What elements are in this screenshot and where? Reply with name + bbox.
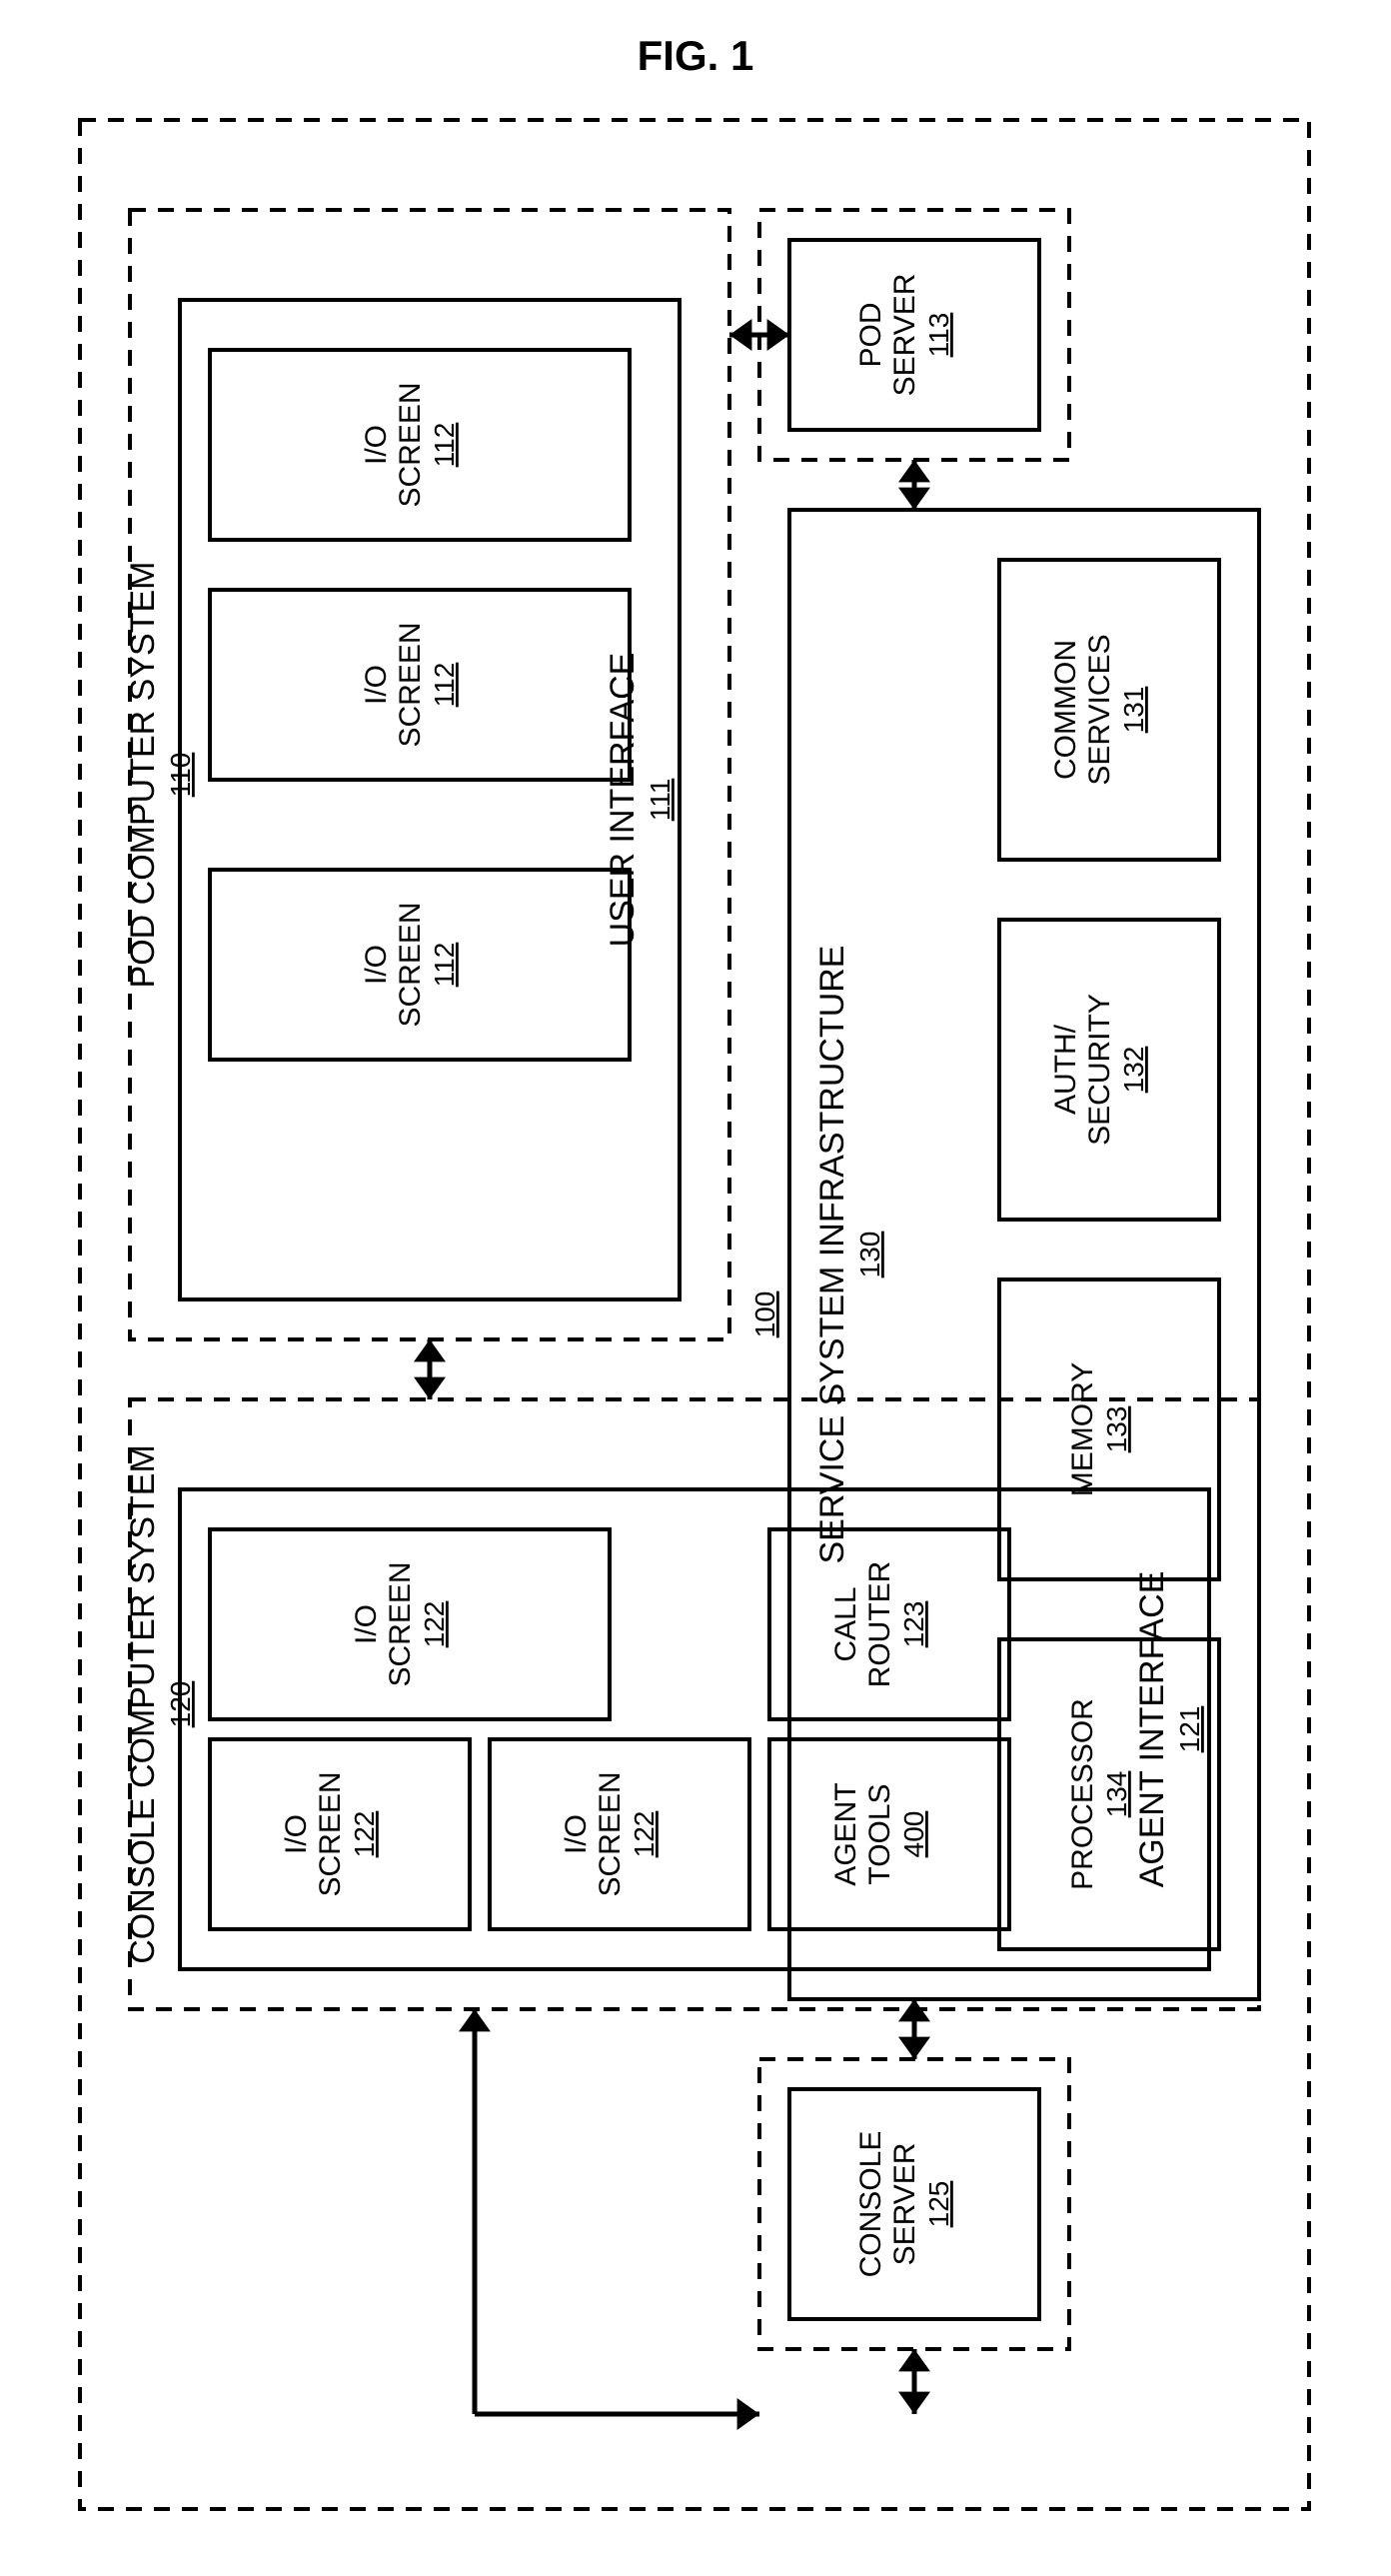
pod-io-screen-0-num: 112 [429,423,460,468]
agent-tools-label: AGENT [829,1782,862,1885]
infra-component-2-num: 133 [1101,1406,1132,1453]
system-100 [80,120,1309,2509]
infra-component-1-label: AUTH/ [1049,1024,1082,1115]
pod-io-screen-2-label: I/O [360,945,393,985]
arrow-head-icon [459,2009,491,2031]
call-router-num: 123 [898,1601,929,1648]
console-system-title: CONSOLE COMPUTER SYSTEM [124,1444,162,1964]
agent-interface-title: AGENT INTERFACE [1133,1571,1171,1888]
arrow-head-icon [898,488,930,510]
console-server-num: 125 [923,2181,954,2228]
console-server-label: SERVER [888,2143,921,2266]
console-io-screen-2-num: 122 [629,1811,660,1858]
console-io-screen-0-label: I/O [350,1604,383,1644]
infra-component-1-label: SECURITY [1083,994,1116,1146]
pod-system-title: POD COMPUTER SYSTEM [124,562,162,989]
arrow-head-icon [737,2398,759,2430]
user-interface-num: 111 [645,779,676,822]
arrow-head-icon [898,2392,930,2414]
pod-io-screen-2-label: SCREEN [394,902,427,1027]
arrow-head-icon [414,1377,446,1399]
call-router-label: ROUTER [863,1561,896,1688]
infra-component-0-num: 131 [1118,687,1149,734]
console-io-screen-0-num: 122 [419,1601,450,1648]
infra-component-1-num: 132 [1118,1047,1149,1094]
pod-io-screen-1-num: 112 [429,663,460,708]
console-server-label: CONSOLE [854,2131,887,2278]
service-infra-num: 130 [854,1232,885,1279]
infra-component-3-num: 134 [1101,1771,1132,1818]
console-io-screen-2-label: I/O [560,1814,593,1854]
pod-server-label: POD [854,302,887,367]
pod-io-screen-0-label: SCREEN [394,382,427,507]
pod-io-screen-1-label: SCREEN [394,622,427,747]
arrow-head-icon [898,460,930,482]
arrow-head-icon [898,2349,930,2371]
pod-server-label: SERVER [888,274,921,397]
pod-io-screen-1-label: I/O [360,665,393,705]
infra-component-0-label: COMMON [1049,640,1082,780]
console-io-screen-2-label: SCREEN [594,1771,627,1896]
arrow-head-icon [767,319,789,351]
agent-interface-num: 121 [1174,1706,1205,1753]
service-infra-title: SERVICE SYSTEM INFRASTRUCTURE [813,945,851,1563]
pod-io-screen-0-label: I/O [360,425,393,465]
call-router-label: CALL [829,1586,862,1661]
pod-io-screen-2-num: 112 [429,943,460,988]
system-100-num: 100 [749,1291,780,1338]
infra-component-2-label: MEMORY [1066,1362,1099,1496]
infra-component-3-label: PROCESSOR [1066,1698,1099,1890]
console-io-screen-1-label: SCREEN [314,1771,347,1896]
console-io-screen-0-label: SCREEN [384,1561,417,1686]
arrow-head-icon [729,319,751,351]
figure-1-diagram: FIG. 1100POD COMPUTER SYSTEM110USER INTE… [0,0,1391,2576]
agent-tools-num: 400 [898,1811,929,1858]
figure-title: FIG. 1 [638,32,754,79]
arrow-head-icon [414,1339,446,1361]
pod-server-num: 113 [923,313,954,358]
infra-component-0-label: SERVICES [1083,634,1116,785]
arrow-head-icon [898,2037,930,2059]
console-io-screen-1-label: I/O [280,1814,313,1854]
agent-tools-label: TOOLS [863,1783,896,1884]
console-io-screen-1-num: 122 [349,1811,380,1858]
user-interface-title: USER INTERFACE [604,653,642,948]
